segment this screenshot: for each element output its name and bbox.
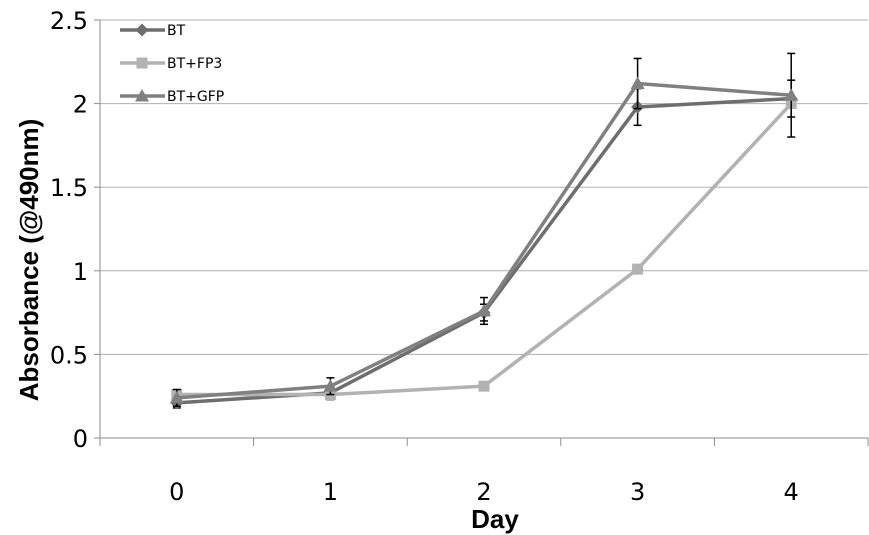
- x-axis-title: Day: [471, 504, 519, 534]
- legend-marker-2: [135, 89, 149, 102]
- legend-label-0: BT: [167, 23, 186, 39]
- y-axis-title: Absorbance (@490nm): [14, 119, 44, 402]
- point-2-4: [784, 88, 799, 101]
- legend-marker-0: [135, 23, 149, 37]
- x-tick-labels: 0 1 2 3 4: [169, 478, 799, 506]
- legend-item-1: BT+FP3: [120, 56, 222, 72]
- x-tick-label-2: 2: [476, 478, 491, 506]
- gridlines: [100, 19, 868, 355]
- series-line-0: [176, 96, 792, 405]
- series-line-1: [176, 102, 793, 397]
- legend-marker-1: [136, 57, 148, 69]
- axes: [94, 19, 869, 446]
- series-2: [169, 52, 799, 407]
- legend-label-2: BT+GFP: [167, 89, 224, 105]
- y-tick-label-1: 0.5: [50, 341, 88, 369]
- series-line-2: [176, 81, 792, 400]
- legend-label-1: BT+FP3: [167, 56, 222, 72]
- y-tick-label-4: 2: [73, 91, 88, 119]
- point-2-0: [169, 390, 184, 404]
- x-tick-label-3: 3: [630, 478, 645, 506]
- point-2-1: [323, 379, 338, 392]
- legend-item-0: BT: [120, 23, 186, 39]
- legend-item-2: BT+GFP: [120, 89, 224, 105]
- x-tick-label-0: 0: [169, 478, 184, 506]
- series-0: [170, 79, 798, 410]
- point-2-3: [630, 76, 645, 90]
- x-tick-label-4: 4: [784, 478, 799, 506]
- legend: BT BT+FP3 BT+GFP: [120, 23, 224, 105]
- point-2-2: [477, 303, 491, 317]
- point-1-3: [632, 263, 644, 275]
- y-tick-label-5: 2.5: [50, 7, 88, 35]
- y-tick-labels: 0 0.5 1 1.5 2 2.5: [50, 7, 88, 453]
- x-tick-label-1: 1: [323, 478, 338, 506]
- y-tick-label-3: 1.5: [50, 174, 88, 202]
- series-layer: [169, 52, 799, 410]
- y-tick-label-0: 0: [73, 425, 88, 453]
- point-1-2: [478, 380, 490, 392]
- y-tick-label-2: 1: [73, 258, 88, 286]
